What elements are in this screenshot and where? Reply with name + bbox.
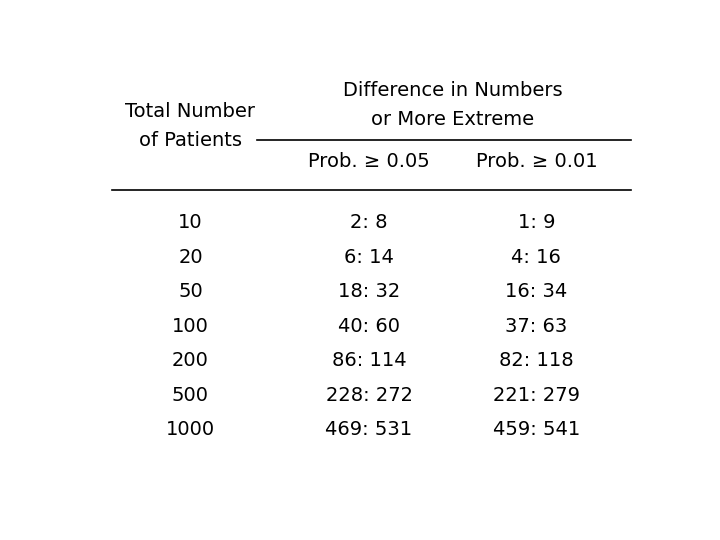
Text: 459: 541: 459: 541 xyxy=(492,420,580,440)
Text: 86: 114: 86: 114 xyxy=(332,352,406,370)
Text: 20: 20 xyxy=(178,248,203,267)
Text: 18: 32: 18: 32 xyxy=(338,282,400,301)
Text: Prob. ≥ 0.01: Prob. ≥ 0.01 xyxy=(476,152,597,171)
Text: 469: 531: 469: 531 xyxy=(325,420,413,440)
Text: 100: 100 xyxy=(172,317,209,336)
Text: 16: 34: 16: 34 xyxy=(505,282,567,301)
Text: 1: 9: 1: 9 xyxy=(518,213,555,232)
Text: 50: 50 xyxy=(178,282,203,301)
Text: 82: 118: 82: 118 xyxy=(499,352,574,370)
Text: 221: 279: 221: 279 xyxy=(493,386,580,405)
Text: 200: 200 xyxy=(172,352,209,370)
Text: or More Extreme: or More Extreme xyxy=(371,110,534,129)
Text: 37: 63: 37: 63 xyxy=(505,317,567,336)
Text: 4: 16: 4: 16 xyxy=(511,248,562,267)
Text: 10: 10 xyxy=(178,213,203,232)
Text: Prob. ≥ 0.05: Prob. ≥ 0.05 xyxy=(308,152,430,171)
Text: 500: 500 xyxy=(172,386,209,405)
Text: 40: 60: 40: 60 xyxy=(338,317,400,336)
Text: 2: 8: 2: 8 xyxy=(350,213,388,232)
Text: Difference in Numbers: Difference in Numbers xyxy=(343,81,562,100)
Text: of Patients: of Patients xyxy=(139,131,242,150)
Text: Total Number: Total Number xyxy=(125,102,256,121)
Text: 228: 272: 228: 272 xyxy=(325,386,413,405)
Text: 1000: 1000 xyxy=(166,420,215,440)
Text: 6: 14: 6: 14 xyxy=(344,248,394,267)
